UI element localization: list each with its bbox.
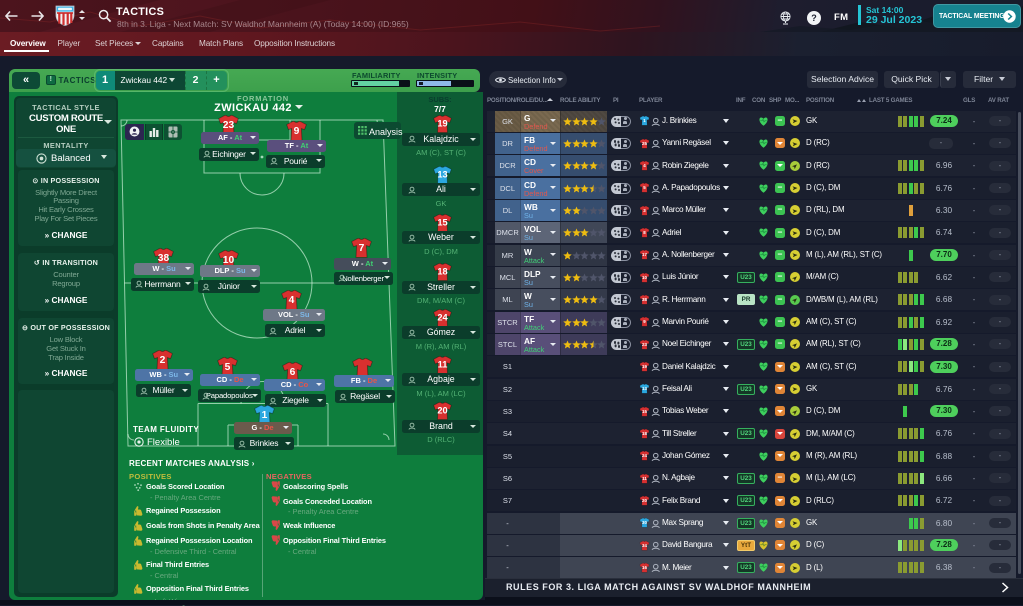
svg-text:10: 10 [223, 255, 235, 266]
svg-text:25: 25 [642, 141, 647, 146]
svg-text:10: 10 [642, 275, 647, 280]
svg-text:1: 1 [643, 118, 646, 123]
svg-text:34: 34 [642, 543, 647, 548]
svg-text:5: 5 [225, 361, 231, 372]
svg-text:23: 23 [223, 120, 235, 131]
svg-text:24: 24 [642, 453, 647, 458]
svg-text:23: 23 [642, 342, 647, 347]
svg-text:9: 9 [294, 126, 300, 137]
svg-text:20: 20 [437, 406, 447, 416]
svg-text:6: 6 [290, 366, 296, 377]
svg-text:15: 15 [642, 409, 647, 414]
svg-text:18: 18 [642, 431, 647, 436]
svg-text:11: 11 [437, 359, 447, 369]
svg-text:24: 24 [437, 312, 448, 322]
svg-text:38: 38 [642, 297, 647, 302]
svg-text:38: 38 [158, 252, 170, 263]
svg-text:7: 7 [358, 243, 364, 254]
svg-text:4: 4 [288, 295, 294, 306]
svg-text:19: 19 [437, 119, 447, 129]
svg-text:2: 2 [160, 355, 166, 366]
svg-text:20: 20 [642, 498, 647, 503]
svg-text:9: 9 [643, 319, 646, 324]
svg-text:15: 15 [437, 217, 447, 227]
svg-text:1: 1 [261, 410, 267, 421]
svg-text:17: 17 [642, 252, 647, 257]
svg-text:16: 16 [642, 565, 647, 570]
svg-text:3: 3 [643, 208, 646, 213]
svg-text:4: 4 [643, 163, 646, 168]
svg-text:19: 19 [642, 364, 647, 369]
svg-text:8: 8 [643, 230, 646, 235]
svg-text:5: 5 [643, 185, 646, 190]
svg-text:13: 13 [437, 169, 447, 179]
svg-text:11: 11 [642, 476, 647, 481]
svg-text:30: 30 [642, 520, 647, 525]
svg-text:18: 18 [437, 267, 447, 277]
svg-text:13: 13 [642, 386, 647, 391]
